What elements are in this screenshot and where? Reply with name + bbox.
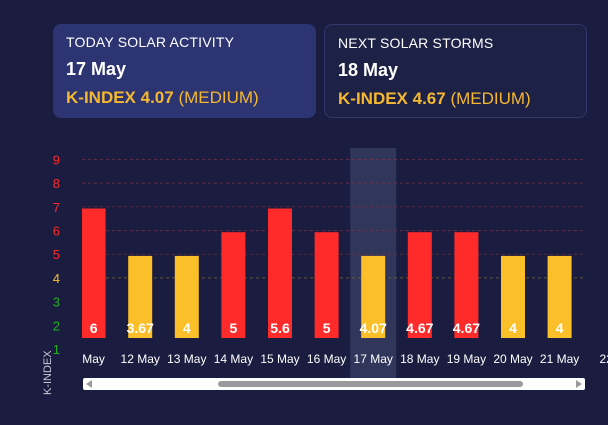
y-tick-2: 2 xyxy=(53,318,60,333)
next-solar-storms-card: NEXT SOLAR STORMS 18 May K-INDEX 4.67 (M… xyxy=(324,24,587,118)
y-tick-4: 4 xyxy=(53,271,60,286)
today-solar-activity-card: TODAY SOLAR ACTIVITY 17 May K-INDEX 4.07… xyxy=(53,24,316,118)
today-level: (MEDIUM) xyxy=(178,88,259,107)
bar-label-6: 4.07 xyxy=(360,320,387,336)
bar-label-0: 6 xyxy=(90,320,98,336)
x-tick-6: 17 May xyxy=(354,352,393,366)
x-tick-2: 13 May xyxy=(167,352,206,366)
bar-label-8: 4.67 xyxy=(453,320,480,336)
today-k-index-line: K-INDEX 4.07 (MEDIUM) xyxy=(66,88,303,108)
y-tick-9: 9 xyxy=(53,152,60,167)
next-card-label: NEXT SOLAR STORMS xyxy=(338,35,494,51)
bar-3 xyxy=(221,232,246,338)
bar-label-9: 4 xyxy=(509,320,517,336)
chart-scrollbar[interactable] xyxy=(83,378,585,390)
y-tick-1: 1 xyxy=(53,342,60,357)
scroll-thumb[interactable] xyxy=(218,381,523,387)
bar-label-10: 4 xyxy=(556,320,564,336)
bar-label-7: 4.67 xyxy=(406,320,433,336)
y-tick-8: 8 xyxy=(53,176,60,191)
y-tick-7: 7 xyxy=(53,200,60,215)
y-axis-label: K-INDEX xyxy=(42,350,54,395)
bar-10 xyxy=(547,255,572,338)
next-date: 18 May xyxy=(338,60,399,80)
x-tick-0: May xyxy=(82,352,105,366)
y-tick-3: 3 xyxy=(53,295,60,310)
bar-8 xyxy=(454,232,479,338)
scroll-left-arrow-icon[interactable] xyxy=(86,380,92,388)
bar-label-5: 5 xyxy=(323,320,331,336)
y-tick-6: 6 xyxy=(53,224,60,239)
x-tick-1: 12 May xyxy=(121,352,160,366)
next-level: (MEDIUM) xyxy=(450,89,531,108)
today-card-label: TODAY SOLAR ACTIVITY xyxy=(66,34,235,50)
scroll-right-arrow-icon[interactable] xyxy=(576,380,582,388)
x-tick-8: 19 May xyxy=(447,352,486,366)
bar-7 xyxy=(407,232,432,338)
x-tick-4: 15 May xyxy=(260,352,299,366)
bar-label-4: 5.6 xyxy=(270,320,290,336)
y-tick-5: 5 xyxy=(53,247,60,262)
x-tick-11: 22 xyxy=(600,352,608,366)
next-k-index-line: K-INDEX 4.67 (MEDIUM) xyxy=(338,89,573,109)
bar-6 xyxy=(361,255,386,338)
bar-9 xyxy=(501,255,525,338)
bar-2 xyxy=(174,255,199,338)
x-tick-10: 21 May xyxy=(540,352,579,366)
next-k-index: K-INDEX 4.67 xyxy=(338,89,446,108)
x-tick-5: 16 May xyxy=(307,352,346,366)
bar-1 xyxy=(128,255,153,338)
today-k-index: K-INDEX 4.07 xyxy=(66,88,174,107)
bar-0 xyxy=(82,208,106,338)
bar-label-1: 3.67 xyxy=(127,320,154,336)
bar-label-2: 4 xyxy=(183,320,191,336)
bar-label-3: 5 xyxy=(230,320,238,336)
x-tick-7: 18 May xyxy=(400,352,439,366)
today-date: 17 May xyxy=(66,59,127,79)
x-tick-9: 20 May xyxy=(493,352,532,366)
bar-5 xyxy=(314,232,339,338)
x-tick-3: 14 May xyxy=(214,352,253,366)
bar-4 xyxy=(268,208,292,338)
